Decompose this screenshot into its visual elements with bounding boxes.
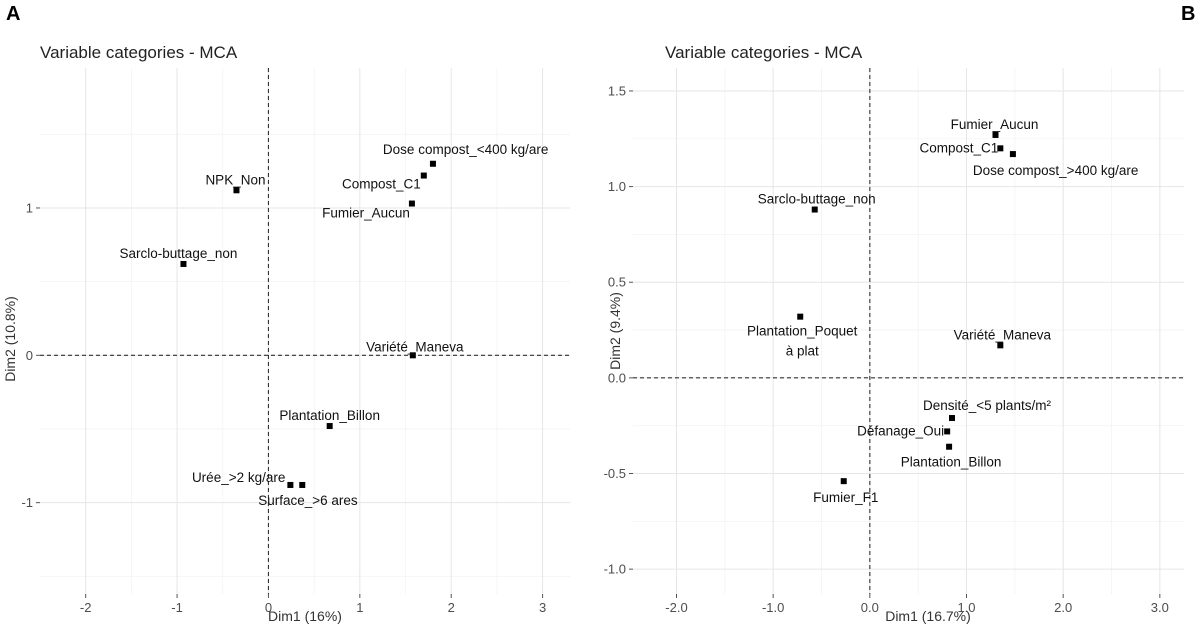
chart-panel-b: Variable categories - MCA Dim1 (16.7%) D… xyxy=(604,43,1184,624)
x-tick-label: 3 xyxy=(539,600,546,615)
chart-title-a: Variable categories - MCA xyxy=(40,43,238,62)
x-tick-label: -1 xyxy=(171,600,183,615)
data-point xyxy=(997,342,1004,349)
y-axis-title-b: Dim2 (9.4%) xyxy=(607,292,623,370)
y-tick-label: 1.0 xyxy=(608,179,626,194)
data-point-label: Variété_Maneva xyxy=(954,327,1052,342)
data-point xyxy=(429,160,436,167)
y-tick-label: -1.0 xyxy=(604,562,626,577)
x-tick-label: -2.0 xyxy=(665,600,687,615)
data-point xyxy=(326,423,333,430)
data-point xyxy=(949,415,955,422)
x-tick-label: 1 xyxy=(356,600,363,615)
data-point-label: Compost_C1 xyxy=(342,177,421,192)
chart-panel-a: Variable categories - MCA Dim1 (16%) Dim… xyxy=(2,43,570,624)
panel-label-b: B xyxy=(1181,3,1195,25)
x-tick-label: 0.0 xyxy=(861,600,879,615)
data-point xyxy=(797,313,804,320)
y-tick-label: 1.5 xyxy=(608,83,626,98)
data-point xyxy=(420,172,427,179)
data-point-label: Fumier_F1 xyxy=(813,490,878,505)
data-point-label: Défanage_Oui xyxy=(857,423,944,438)
data-point-label: Variété_Maneva xyxy=(366,339,464,354)
chart-title-b: Variable categories - MCA xyxy=(665,43,863,62)
data-point xyxy=(408,200,415,207)
data-point xyxy=(811,206,818,213)
data-point xyxy=(946,443,953,450)
y-tick-label: -0.5 xyxy=(604,466,626,481)
data-point-label: Fumier_Aucun xyxy=(322,206,410,221)
data-point-label: Dose compost_>400 kg/are xyxy=(973,163,1138,178)
y-tick-label: 0.0 xyxy=(608,370,626,385)
data-point-label-line2: à plat xyxy=(786,344,819,359)
x-tick-label: 1.0 xyxy=(957,600,975,615)
data-point-label: Compost_C1 xyxy=(920,140,999,155)
data-point xyxy=(944,428,951,435)
data-point xyxy=(299,481,306,488)
data-point-label: Sarclo-buttage_non xyxy=(758,192,876,207)
data-point xyxy=(180,260,187,267)
x-tick-label: -2 xyxy=(80,600,92,615)
data-point-label: NPK_Non xyxy=(205,172,265,187)
data-point xyxy=(992,131,999,138)
data-point xyxy=(409,352,416,359)
y-tick-label: 0 xyxy=(26,348,33,363)
x-tick-label: 3.0 xyxy=(1151,600,1169,615)
y-axis-title-a: Dim2 (10.8%) xyxy=(2,296,18,382)
y-tick-label: -1 xyxy=(21,495,33,510)
data-point-label: Plantation_Poquet xyxy=(747,324,858,339)
panel-label-a: A xyxy=(6,3,20,25)
data-point-label: Surface_>6 ares xyxy=(258,493,358,508)
data-point xyxy=(1009,151,1016,158)
data-point-label: Plantation_Billon xyxy=(279,408,380,423)
data-point xyxy=(997,145,1004,152)
data-point-label: Plantation_Billon xyxy=(901,455,1002,470)
data-point-label: Densité_<5 plants/m² xyxy=(923,398,1051,413)
data-point xyxy=(233,187,240,194)
data-point-label: Dose compost_<400 kg/are xyxy=(383,142,548,157)
x-axis-title-b: Dim1 (16.7%) xyxy=(885,608,971,624)
x-axis-title-a: Dim1 (16%) xyxy=(268,608,342,624)
x-tick-label: 2.0 xyxy=(1054,600,1072,615)
y-tick-label: 0.5 xyxy=(608,275,626,290)
x-tick-label: 0 xyxy=(265,600,272,615)
data-point-label: Urée_>2 kg/are xyxy=(192,470,285,485)
data-point xyxy=(287,481,294,488)
x-tick-label: -1.0 xyxy=(762,600,784,615)
data-point-label: Fumier_Aucun xyxy=(951,117,1039,132)
x-tick-label: 2 xyxy=(448,600,455,615)
data-point xyxy=(840,478,847,485)
y-tick-label: 1 xyxy=(26,200,33,215)
data-point-label: Sarclo-buttage_non xyxy=(120,246,238,261)
